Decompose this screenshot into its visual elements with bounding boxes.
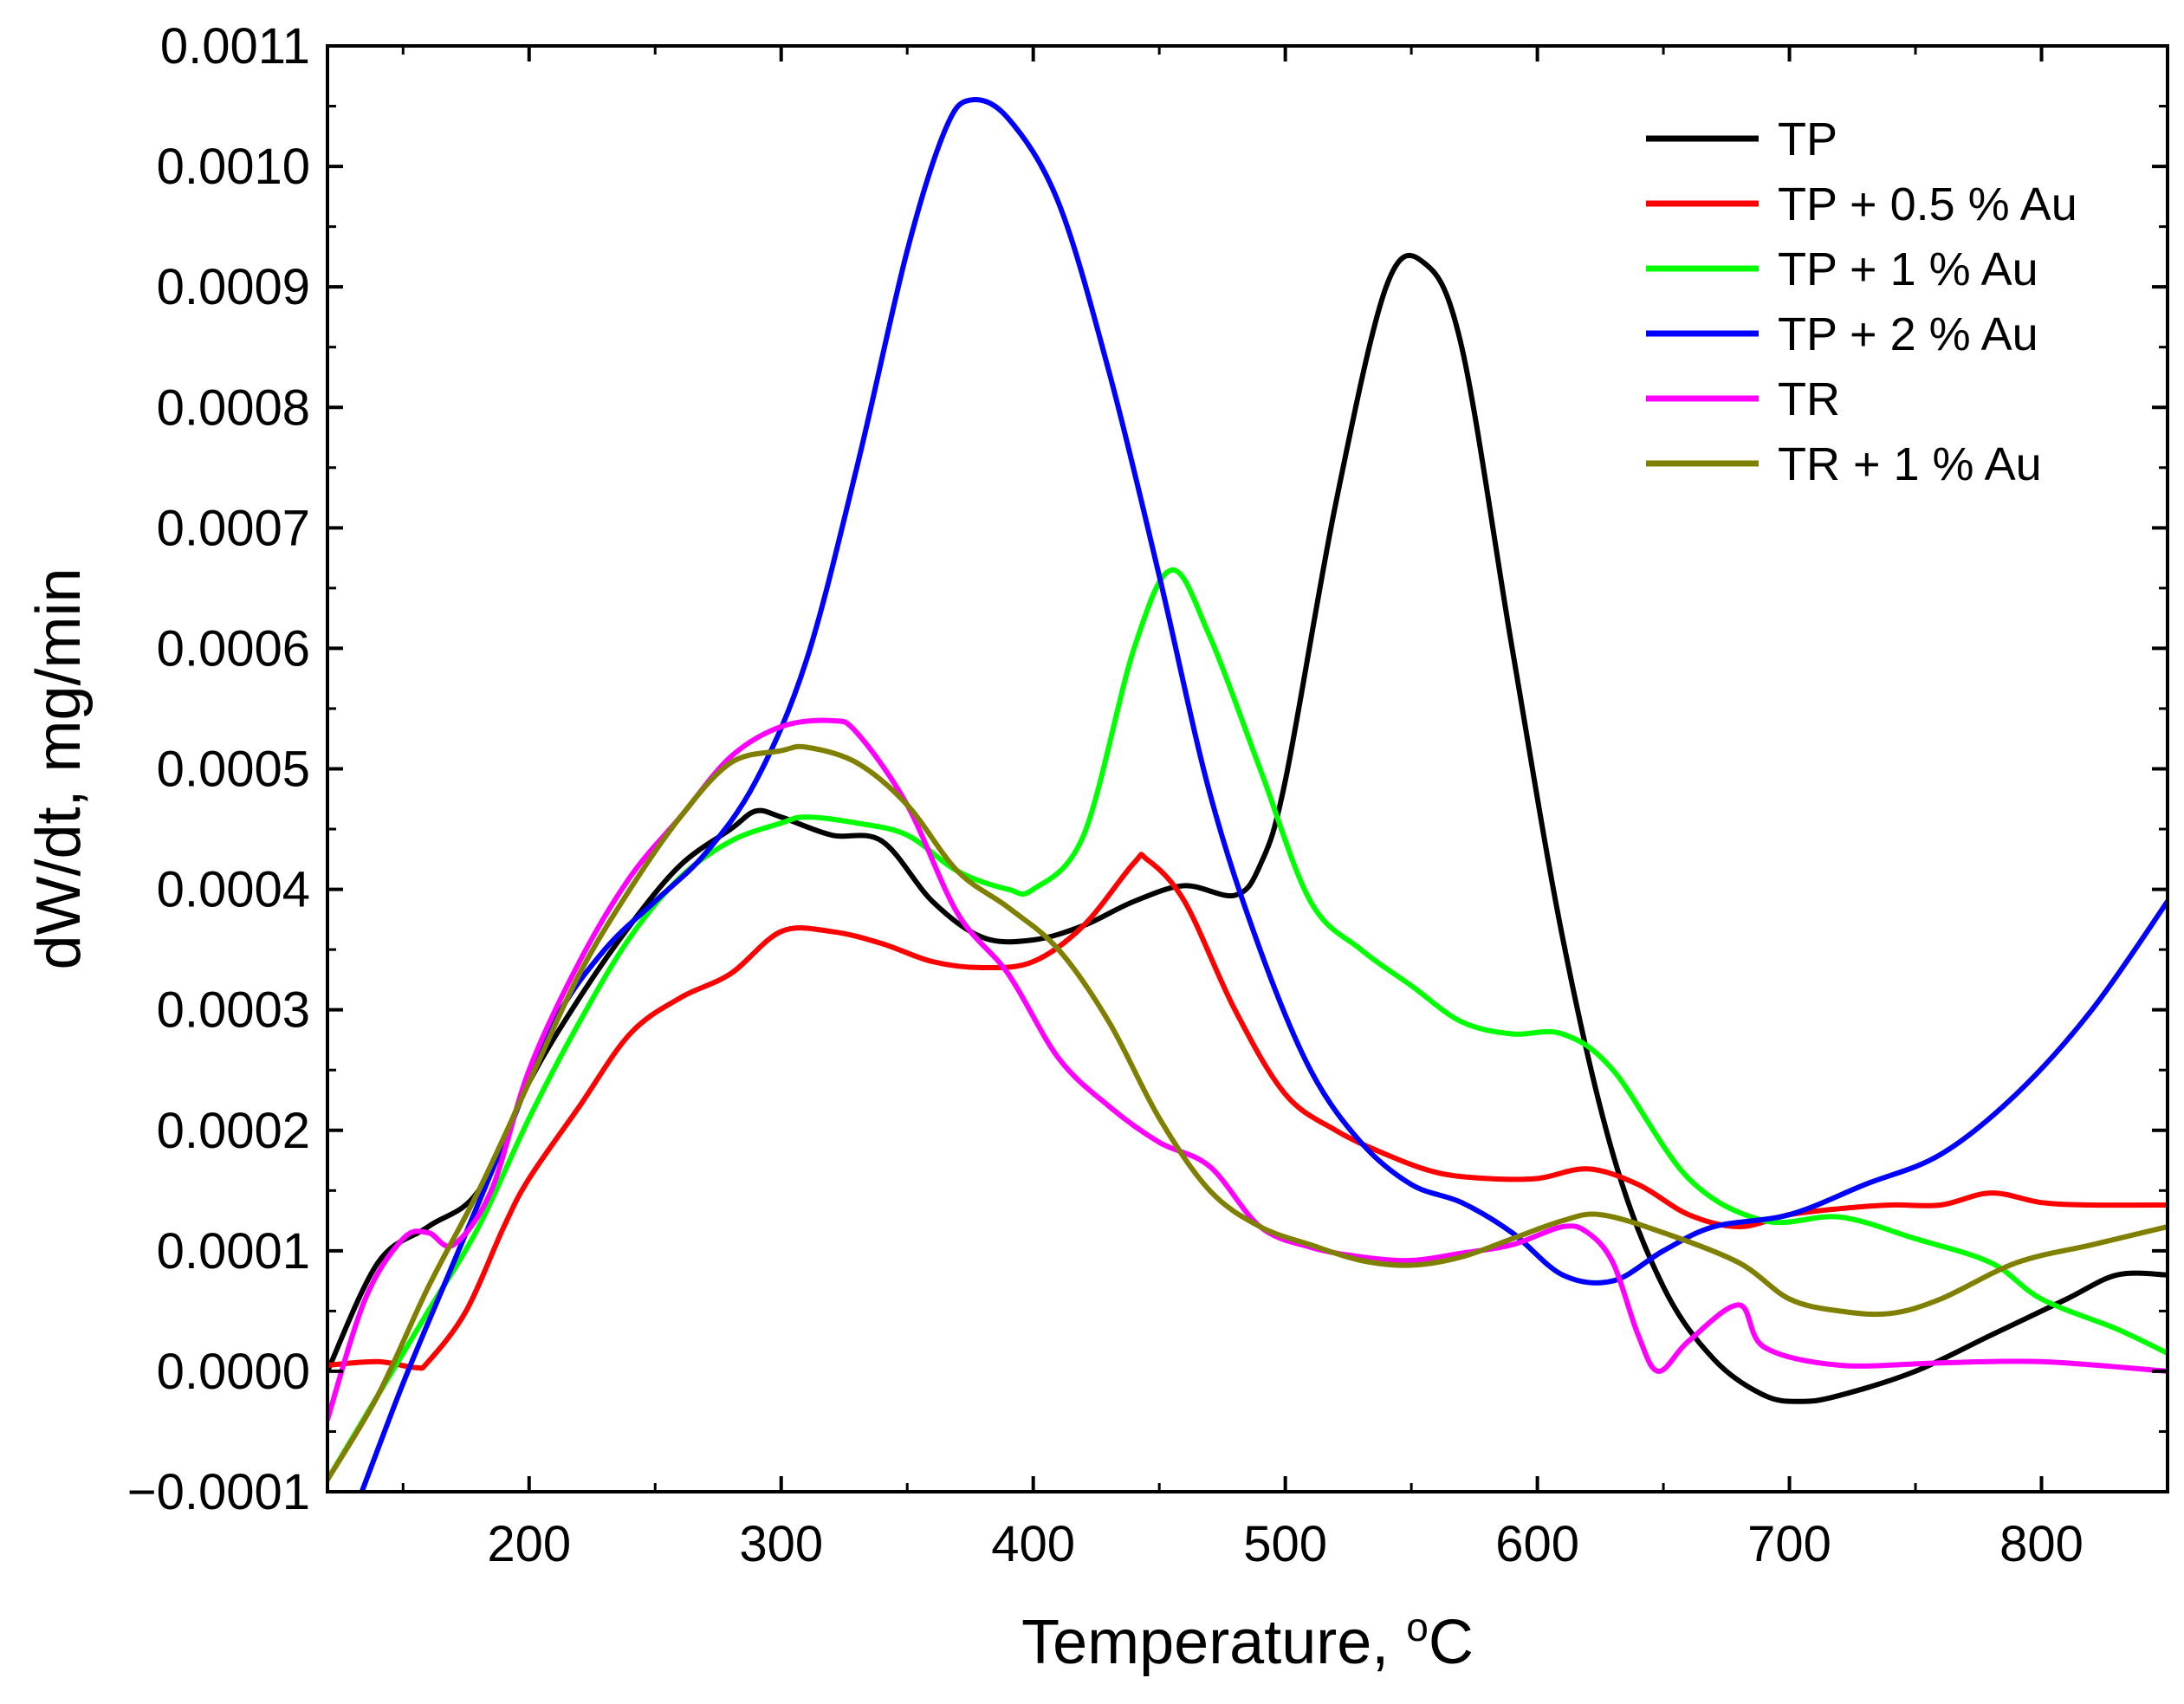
- y-tick-label: 0.0000: [157, 1344, 310, 1400]
- y-tick-label: 0.0006: [157, 620, 310, 677]
- x-tick-label: 400: [991, 1516, 1075, 1572]
- legend-label: TR + 1 % Au: [1778, 438, 2042, 490]
- y-axis: −0.0001 0.0000 0.0001 0.0002 0.0003 0.0004 0.0…: [127, 18, 2168, 1520]
- y-tick-label: 0.0010: [157, 139, 310, 195]
- legend: TP TP + 0.5 % Au TP + 1 % Au TP + 2 % Au TR T…: [1646, 113, 2077, 490]
- y-tick-label: 0.0008: [157, 379, 310, 436]
- y-tick-label: 0.0005: [157, 742, 310, 798]
- y-tick-label: 0.0011: [160, 18, 310, 75]
- x-tick-label: 700: [1747, 1516, 1831, 1572]
- series-line-5: [327, 717, 2168, 1422]
- legend-label: TP: [1778, 113, 1837, 165]
- x-tick-label: 600: [1495, 1516, 1579, 1572]
- legend-label: TP + 0.5 % Au: [1778, 178, 2077, 230]
- x-tick-label: 300: [739, 1516, 823, 1572]
- series-line-1: [327, 252, 2168, 1404]
- y-tick-label: −0.0001: [127, 1464, 310, 1520]
- series-line-4: [359, 97, 2168, 1492]
- x-tick-label: 200: [487, 1516, 571, 1572]
- y-tick-label: 0.0009: [157, 259, 310, 315]
- y-tick-label: 0.0002: [157, 1103, 310, 1159]
- series-line-3: [327, 567, 2168, 1483]
- x-tick-label: 800: [1999, 1516, 2084, 1572]
- y-tick-label: 0.0001: [157, 1223, 310, 1280]
- x-axis: 200 300 400 500 600 700 800: [401, 46, 2169, 1572]
- x-tick-label: 500: [1243, 1516, 1327, 1572]
- x-axis-title: Temperature, oC: [1021, 1604, 1474, 1677]
- y-tick-label: 0.0007: [157, 500, 310, 556]
- y-axis-title: dW/dt, mg/min: [24, 567, 94, 969]
- series-line-6: [327, 743, 2168, 1483]
- y-tick-label: 0.0003: [157, 982, 310, 1039]
- legend-label: TP + 1 % Au: [1778, 243, 2038, 295]
- legend-label: TR: [1778, 373, 1840, 425]
- legend-label: TP + 2 % Au: [1778, 308, 2038, 360]
- y-tick-label: 0.0004: [157, 862, 310, 918]
- plot-content: [327, 97, 2168, 1492]
